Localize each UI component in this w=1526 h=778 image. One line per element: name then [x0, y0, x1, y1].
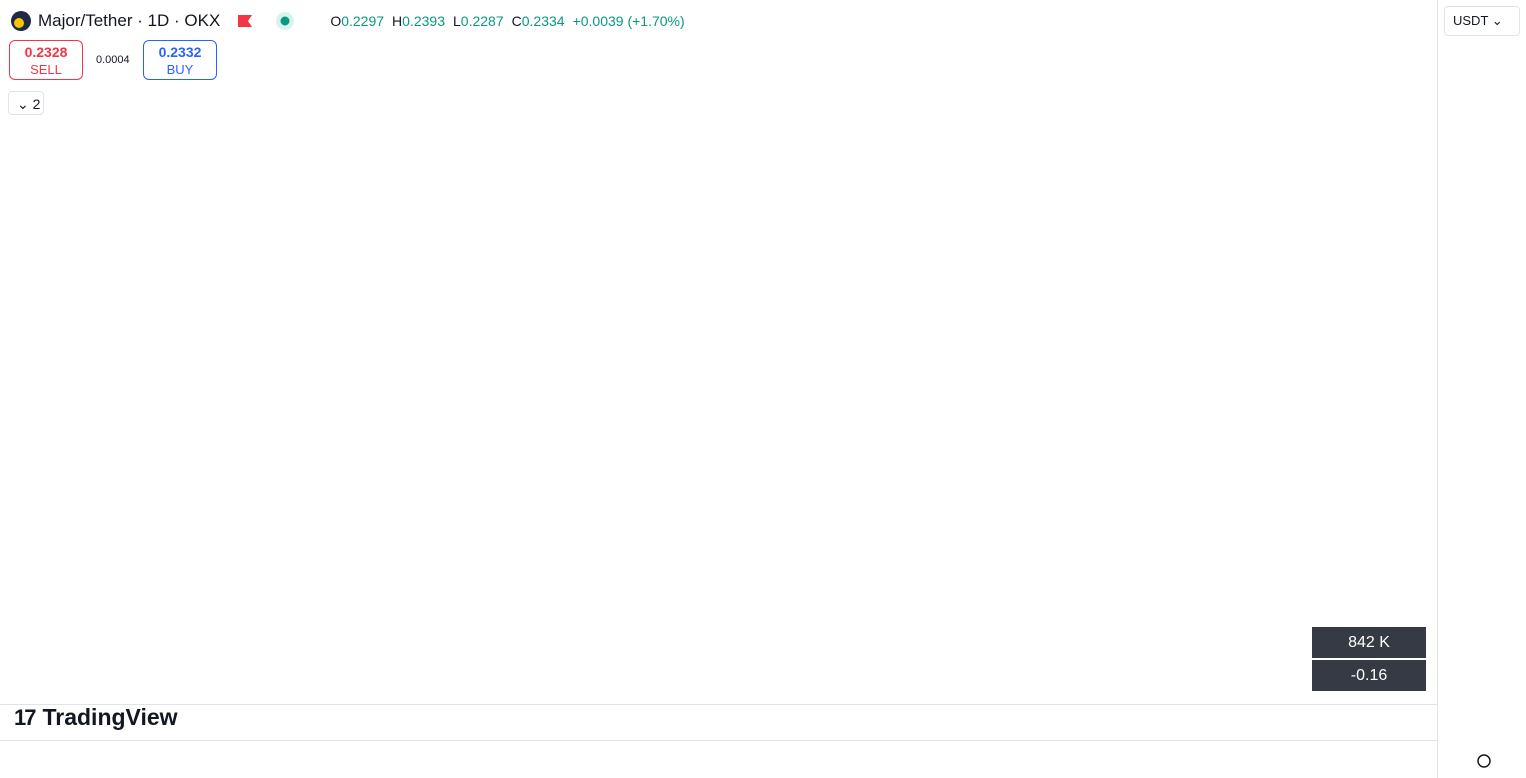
- ohlc-value: 0.2297: [341, 13, 385, 29]
- currency: USDT: [1453, 13, 1489, 28]
- logo-mark: 17: [14, 704, 37, 730]
- buy-button[interactable]: 0.2332 BUY: [143, 40, 217, 80]
- spread: 0.0004: [96, 54, 130, 66]
- logo-text: TradingView: [42, 704, 178, 730]
- ohlc-key: C: [511, 13, 522, 29]
- header: Major/Tether · 1D · OKX O0.2297 H0.2393 L0…: [10, 10, 685, 32]
- ohlc-item: H0.2393: [392, 13, 445, 29]
- currency-select[interactable]: USDT ⌄: [1444, 6, 1520, 36]
- readout-volume: 842 K: [1312, 627, 1426, 658]
- ohlc-key: O: [330, 13, 342, 29]
- status-dot: [276, 12, 295, 30]
- sell-price: 0.2328: [24, 44, 68, 60]
- symbol-logo: [11, 11, 31, 31]
- ohlc-value: 0.2334: [521, 13, 565, 29]
- ohlc-readout: O0.2297 H0.2393 L0.2287 C0.2334 +0.0039 (+1.…: [330, 13, 684, 29]
- ohlc-item: L0.2287: [453, 13, 504, 29]
- settings-icon[interactable]: [1477, 754, 1491, 768]
- symbol-title: Major/Tether · 1D · OKX: [38, 11, 221, 30]
- indicators-toggle[interactable]: ⌄ 2: [8, 91, 44, 115]
- ohlc-key: L: [453, 13, 461, 29]
- sell-button[interactable]: 0.2328 SELL: [9, 40, 83, 80]
- sell-label: SELL: [30, 62, 62, 77]
- ohlc-item: O0.2297: [330, 13, 384, 29]
- ohlc-value: 0.2393: [402, 13, 445, 29]
- readout-change: -0.16: [1312, 660, 1426, 691]
- indicators-count: 2: [32, 96, 41, 112]
- flag-icon[interactable]: [236, 13, 254, 29]
- buy-label: BUY: [166, 62, 194, 77]
- ohlc-key: H: [392, 13, 403, 29]
- buy-price: 0.2332: [158, 44, 202, 60]
- ohlc-item: C0.2334: [512, 13, 565, 29]
- ohlc-change: +0.0039 (+1.70%): [572, 13, 685, 29]
- logo: 17 TradingView: [14, 704, 178, 731]
- ohlc-value: 0.2287: [460, 13, 504, 29]
